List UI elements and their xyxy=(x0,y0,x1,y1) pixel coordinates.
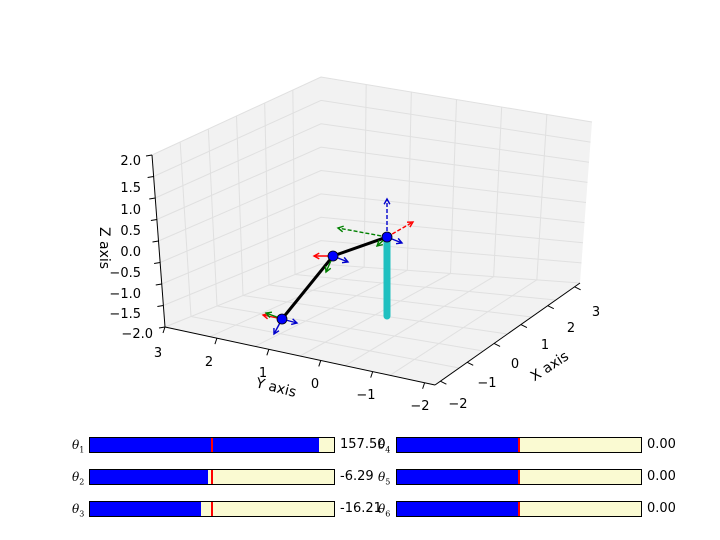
x-axis-title: X axis xyxy=(528,348,572,384)
z-tick-label: −1.5 xyxy=(109,307,141,322)
y-tick-label: −1 xyxy=(356,388,375,403)
theta3-slider[interactable] xyxy=(89,501,335,517)
slider-label-theta1: θ1 xyxy=(72,438,84,454)
tick-mark xyxy=(521,325,527,328)
z-tick-label: 1.0 xyxy=(120,203,141,218)
x-tick-label: 0 xyxy=(511,357,519,372)
slider-initial-marker xyxy=(211,470,213,484)
z-tick-label: −2.0 xyxy=(121,327,153,342)
z-tick-label: 1.5 xyxy=(120,181,141,196)
slider-label-theta4: θ4 xyxy=(378,438,390,454)
z-tick-label: −0.5 xyxy=(109,266,141,281)
joint-marker[interactable] xyxy=(328,251,338,261)
theta2-slider[interactable] xyxy=(89,469,335,485)
theta5-value: 0.00 xyxy=(647,469,676,484)
slider-fill xyxy=(90,502,201,516)
x-tick-label: 2 xyxy=(567,321,575,336)
tick-mark xyxy=(548,306,554,309)
tick-mark xyxy=(149,198,155,199)
tick-mark xyxy=(153,241,159,242)
x-tick-label: −1 xyxy=(477,376,496,391)
tick-mark xyxy=(151,220,157,221)
tick-mark xyxy=(215,338,217,344)
theta3-value: -16.21 xyxy=(340,501,382,516)
z-tick-labels: 2.0 1.5 1.0 0.5 0.0 −0.5 −1.0 −1.5 −2.0 xyxy=(109,154,153,342)
y-tick-label: −2 xyxy=(410,399,429,414)
tick-mark xyxy=(157,306,163,307)
tick-mark xyxy=(154,263,160,264)
slider-fill xyxy=(90,470,208,484)
y-tick-label: 2 xyxy=(205,355,213,370)
tick-mark xyxy=(319,360,321,366)
slider-initial-marker xyxy=(518,502,520,516)
theta2-value: -6.29 xyxy=(340,469,374,484)
tick-mark xyxy=(467,362,473,365)
tick-mark xyxy=(575,287,581,290)
theta6-value: 0.00 xyxy=(647,501,676,516)
y-tick-label: 3 xyxy=(154,346,162,361)
x-tick-label: −2 xyxy=(448,397,467,412)
z-tick-label: 2.0 xyxy=(120,154,141,169)
slider-fill xyxy=(397,438,519,452)
slider-label-theta3: θ3 xyxy=(72,502,84,518)
z-tick-label: 0.0 xyxy=(120,245,141,260)
slider-label-theta6: θ6 xyxy=(378,502,390,518)
tick-mark xyxy=(440,381,446,384)
slider-label-theta5: θ5 xyxy=(378,470,390,486)
joint-marker[interactable] xyxy=(382,232,392,242)
tick-mark xyxy=(371,372,373,378)
slider-fill xyxy=(90,438,319,452)
z-tick-label: 0.5 xyxy=(120,224,141,239)
z-axis-title: Z axis xyxy=(96,227,112,269)
theta6-slider[interactable] xyxy=(396,501,642,517)
tick-mark xyxy=(163,327,165,333)
z-tick-label: −1.0 xyxy=(109,287,141,302)
theta4-slider[interactable] xyxy=(396,437,642,453)
theta5-slider[interactable] xyxy=(396,469,642,485)
tick-mark xyxy=(146,155,152,156)
slider-fill xyxy=(397,470,519,484)
tick-mark xyxy=(267,349,269,355)
tick-mark xyxy=(156,284,162,285)
slider-fill xyxy=(397,502,519,516)
y-axis-title: Y axis xyxy=(253,375,298,401)
theta1-slider[interactable] xyxy=(89,437,335,453)
joint-marker[interactable] xyxy=(277,314,287,324)
tick-mark xyxy=(423,383,425,389)
tick-mark xyxy=(148,177,154,178)
x-tick-label: 1 xyxy=(541,338,549,353)
y-tick-label: 0 xyxy=(311,377,319,392)
tick-mark xyxy=(159,327,165,328)
theta4-value: 0.00 xyxy=(647,437,676,452)
slider-initial-marker xyxy=(518,438,520,452)
slider-label-theta2: θ2 xyxy=(72,470,84,486)
tick-mark xyxy=(494,343,500,346)
x-tick-label: 3 xyxy=(592,305,600,320)
slider-initial-marker xyxy=(518,470,520,484)
slider-initial-marker xyxy=(211,438,213,452)
slider-initial-marker xyxy=(211,502,213,516)
3d-robot-arm-plot[interactable]: 2.0 1.5 1.0 0.5 0.0 −0.5 −1.0 −1.5 −2.0 … xyxy=(0,0,720,430)
